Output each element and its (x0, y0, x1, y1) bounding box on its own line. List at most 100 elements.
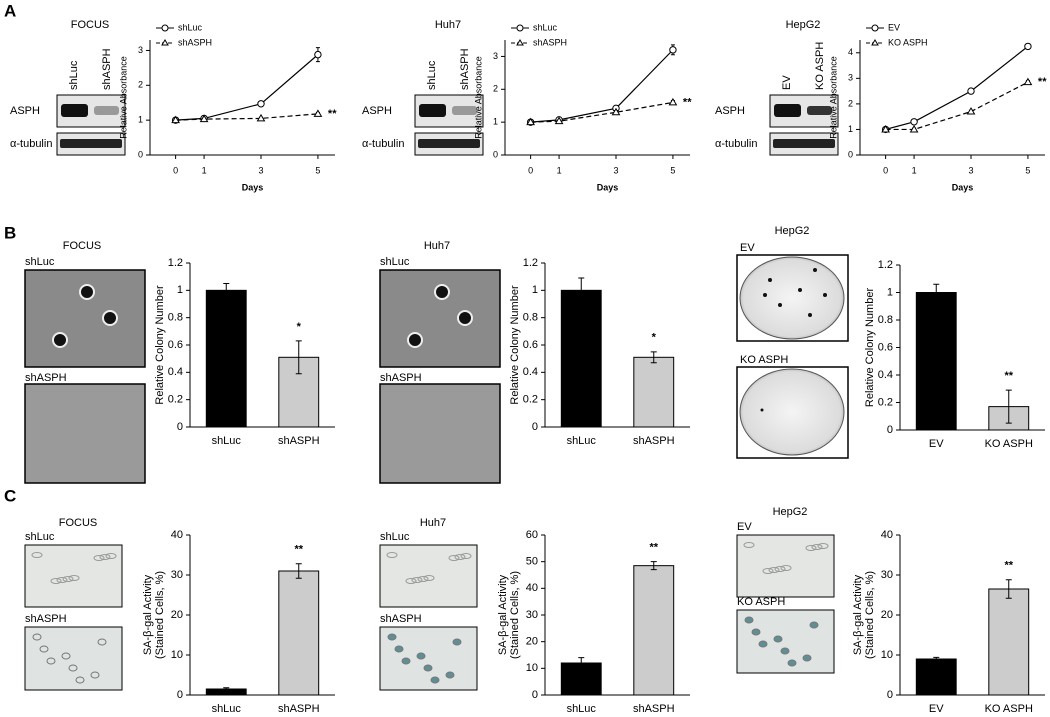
cell (743, 542, 755, 548)
marker (967, 87, 975, 95)
x-axis-label: Days (952, 182, 974, 192)
cell (61, 652, 71, 660)
image-label: EV (737, 521, 752, 533)
error-bar (223, 687, 230, 691)
x-tick-label: 0 (528, 165, 533, 175)
lane-label: shLuc (68, 60, 80, 90)
cell (32, 633, 42, 641)
cell (62, 576, 74, 582)
colony (407, 332, 423, 348)
y-tick-label: 40 (881, 529, 893, 541)
error-bar (295, 563, 302, 579)
legend-label: EV (888, 22, 900, 32)
cell (416, 652, 426, 660)
x-tick-label: EV (929, 703, 944, 715)
y-axis-label: Relative Absorbance (118, 56, 128, 139)
band (94, 106, 119, 115)
row-label: ASPH (10, 105, 40, 117)
cell (817, 543, 829, 549)
legend-marker (871, 39, 879, 46)
y-tick-label: 20 (171, 609, 183, 621)
image-title: HepG2 (773, 506, 808, 518)
cell (50, 578, 62, 584)
y-axis-label: SA-β-gal Activity (497, 574, 509, 655)
annotation: ** (294, 544, 303, 556)
cell (56, 577, 68, 583)
row-label: α-tubulin (10, 138, 52, 150)
marker (910, 118, 918, 126)
y-tick-label: 1 (887, 286, 893, 298)
error-bar (578, 657, 585, 669)
cell (454, 554, 466, 560)
y-axis-label: Relative Colony Number (509, 285, 521, 405)
marker (256, 113, 266, 122)
y-tick-label: 3 (493, 51, 498, 61)
legend-label: shLuc (178, 22, 203, 32)
y-tick-label: 0.2 (168, 394, 183, 406)
y-tick-label: 0 (532, 421, 538, 433)
cell (780, 565, 792, 571)
y-tick-label: 0 (493, 149, 498, 159)
y-tick-label: 1.2 (523, 257, 538, 269)
cell (394, 645, 404, 653)
y-tick-label: 0.4 (168, 366, 183, 378)
x-tick-label: shASPH (278, 435, 320, 447)
lane-label: shASPH (459, 48, 471, 90)
colony (457, 310, 473, 326)
cell (411, 577, 423, 583)
lane-label: shASPH (101, 48, 113, 90)
y-tick-label: 0 (177, 689, 183, 701)
annotation: * (297, 321, 302, 333)
cell (780, 647, 790, 655)
marker (171, 115, 180, 124)
x-tick-label: KO ASPH (985, 438, 1033, 450)
y-tick-label: 60 (526, 529, 538, 541)
band (60, 139, 122, 148)
legend-marker (161, 24, 169, 32)
image-title: FOCUS (59, 517, 98, 529)
colony (52, 332, 68, 348)
y-tick-label: 0.4 (523, 366, 538, 378)
y-tick-label: 0.2 (523, 394, 538, 406)
colony (778, 303, 782, 307)
lane-label: EV (781, 75, 793, 90)
bar (633, 565, 675, 696)
colony (434, 284, 450, 300)
cell (423, 575, 435, 581)
band (452, 106, 477, 115)
y-axis-label: (Stained Cells, %) (509, 571, 521, 659)
bar (988, 588, 1030, 696)
bar (915, 292, 957, 431)
colony (823, 293, 827, 297)
marker (526, 117, 535, 126)
image-label: shASPH (25, 372, 67, 384)
legend-marker (871, 24, 879, 32)
cell (423, 664, 433, 672)
x-tick-label: EV (929, 438, 944, 450)
row-label: α-tubulin (362, 138, 404, 150)
cell (105, 553, 117, 559)
y-tick-label: 1 (532, 284, 538, 296)
x-tick-label: KO ASPH (985, 703, 1033, 715)
image-title: Huh7 (424, 240, 450, 252)
cell (744, 616, 754, 624)
y-tick-label: 0.8 (523, 312, 538, 324)
x-tick-label: 5 (315, 165, 320, 175)
y-axis-label: Relative Absorbance (473, 56, 483, 139)
y-tick-label: 0.6 (168, 339, 183, 351)
plate (739, 256, 845, 340)
panel-label: A (4, 1, 16, 20)
legend-label: shASPH (533, 37, 567, 47)
image-label: shASPH (380, 372, 422, 384)
lane-label: KO ASPH (814, 42, 826, 90)
series-line (175, 54, 319, 121)
bar (915, 658, 957, 696)
y-tick-label: 0 (532, 689, 538, 701)
marker (966, 107, 976, 115)
error-bar (578, 277, 585, 304)
y-tick-label: 20 (881, 609, 893, 621)
legend-label: shASPH (178, 37, 212, 47)
panel-label: C (4, 486, 16, 505)
legend-marker (516, 24, 524, 32)
